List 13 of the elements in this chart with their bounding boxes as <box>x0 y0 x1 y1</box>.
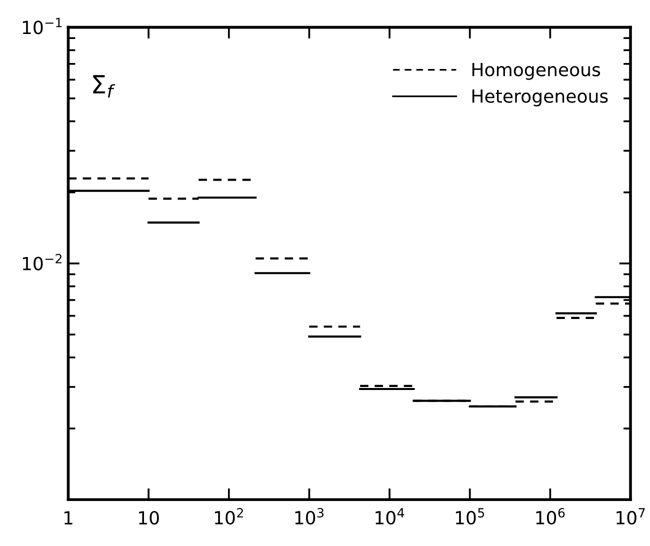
legend-label: Homogeneous <box>472 62 600 80</box>
legend-label: Heterogeneous <box>472 90 608 106</box>
y-tick-label: 10$^{−2}$ <box>22 254 62 270</box>
x-tick-label: 10$^{3}$ <box>295 508 324 525</box>
x-tick-label: 10$^{7}$ <box>616 508 645 525</box>
x-tick-label: 1 <box>64 511 72 524</box>
x-tick-label: 10 <box>139 511 159 525</box>
x-tick-label: 10$^{4}$ <box>376 508 404 525</box>
y-tick-label: 10$^{−1}$ <box>22 18 62 34</box>
y-axis-title: Σ$_{f}$ <box>93 75 116 98</box>
x-tick-label: 10$^{6}$ <box>536 508 565 525</box>
x-tick-label: 10$^{2}$ <box>214 508 243 525</box>
x-tick-label: 10$^{5}$ <box>456 508 484 525</box>
